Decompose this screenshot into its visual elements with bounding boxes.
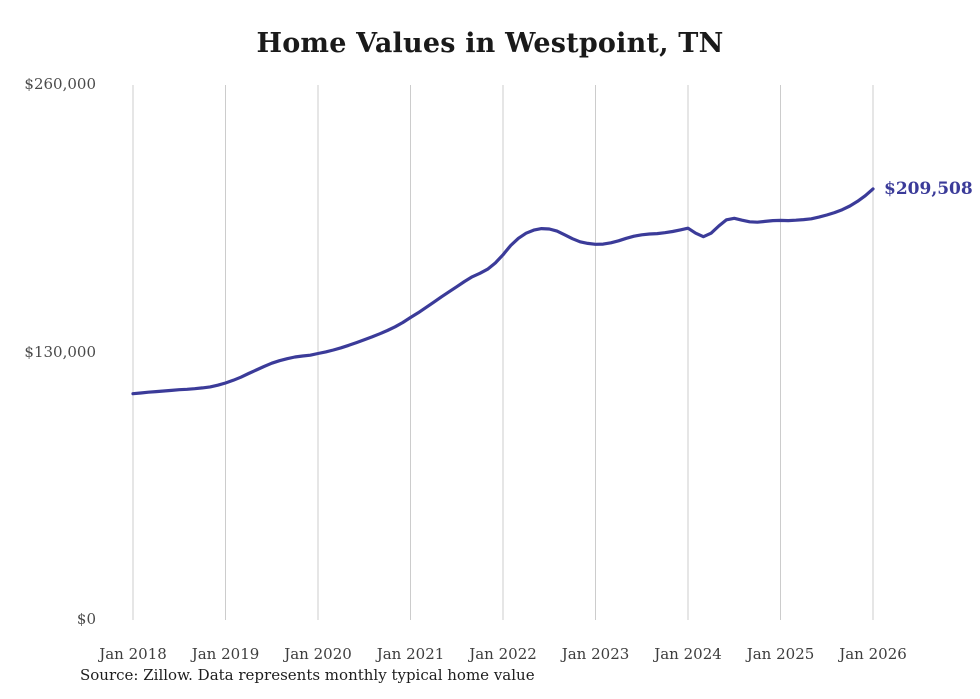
x-tick-label: Jan 2018: [99, 645, 167, 663]
x-tick-label: Jan 2022: [469, 645, 537, 663]
latest-value-label: $209,508: [884, 178, 973, 199]
x-tick-label: Jan 2021: [376, 645, 445, 663]
x-tick-label: Jan 2026: [839, 645, 907, 663]
x-tick-label: Jan 2025: [746, 645, 815, 663]
source-note: Source: Zillow. Data represents monthly …: [80, 666, 535, 684]
y-tick-label: $260,000: [24, 75, 96, 93]
chart-title: Home Values in Westpoint, TN: [256, 28, 724, 59]
y-tick-label: $130,000: [24, 342, 96, 361]
x-tick-label: Jan 2023: [561, 645, 630, 663]
x-tick-label: Jan 2020: [284, 645, 352, 663]
y-tick-label: $0: [76, 610, 96, 628]
x-tick-label: Jan 2024: [654, 645, 722, 663]
x-tick-label: Jan 2019: [191, 645, 260, 663]
home-value-line: [131, 187, 875, 396]
